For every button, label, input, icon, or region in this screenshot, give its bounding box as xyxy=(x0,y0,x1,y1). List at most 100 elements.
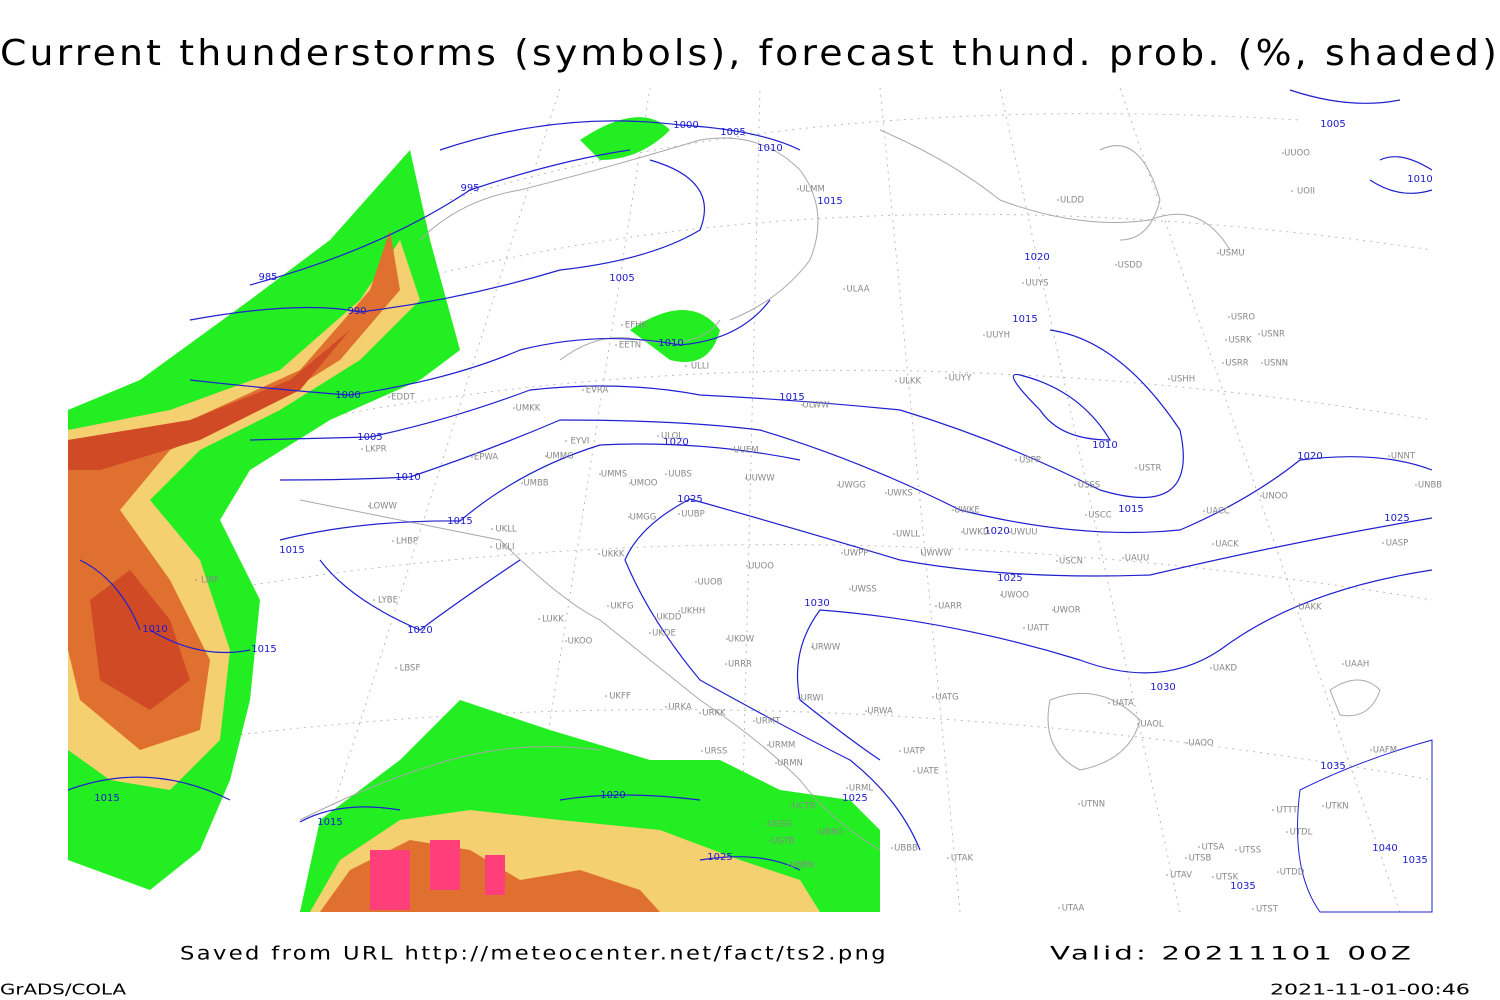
station-dot xyxy=(1052,609,1054,611)
station-label: USRK xyxy=(1228,336,1252,346)
station-label: UTSA xyxy=(1202,843,1225,853)
station-dot xyxy=(961,531,963,533)
station-dot xyxy=(582,389,584,391)
station-dot xyxy=(699,712,701,714)
station-dot xyxy=(899,750,901,752)
station-labels: EDDT EFHK EETN ULLI EVRA UMKK EYVI ULOL EPWA UMMG… xyxy=(195,149,1442,915)
station-dot xyxy=(1235,849,1237,851)
station-dot xyxy=(837,484,839,486)
station-dot xyxy=(1286,831,1288,833)
isobar-label: 1005 xyxy=(720,127,745,138)
isobar-label: 1025 xyxy=(1384,513,1409,524)
station-dot xyxy=(649,632,651,634)
station-dot xyxy=(952,509,954,511)
station-label: UAAH xyxy=(1345,660,1369,670)
station-dot xyxy=(1277,871,1279,873)
isobar-label: 1005 xyxy=(1320,119,1345,130)
station-dot xyxy=(1185,857,1187,859)
station-label: UASP xyxy=(1386,539,1409,549)
station-dot xyxy=(893,533,895,535)
station-label: ULDD xyxy=(1060,196,1085,206)
station-dot xyxy=(797,188,799,190)
station-dot xyxy=(361,448,363,450)
source-url: Saved from URL http://meteocenter.net/fa… xyxy=(180,943,888,965)
station-dot xyxy=(1135,467,1137,469)
station-dot xyxy=(1258,333,1260,335)
station-dot xyxy=(1198,846,1200,848)
station-dot xyxy=(753,720,755,722)
station-dot xyxy=(1022,282,1024,284)
station-dot xyxy=(685,365,687,367)
station-label: UCTB xyxy=(792,802,815,812)
probability-shading xyxy=(68,117,1433,913)
station-dot xyxy=(1009,531,1011,533)
station-dot xyxy=(1115,264,1117,266)
isobar-label: 1030 xyxy=(804,598,829,609)
station-label: UOII xyxy=(1297,187,1315,197)
station-label: USHH xyxy=(1171,375,1195,385)
station-label: UWSS xyxy=(851,585,876,595)
station-dot xyxy=(388,396,390,398)
station-dot xyxy=(607,605,609,607)
isobar-label: 985 xyxy=(258,272,277,283)
station-dot xyxy=(598,553,600,555)
station-dot xyxy=(373,599,375,601)
station-label: UBBG xyxy=(819,828,843,838)
station-dot xyxy=(1210,667,1212,669)
isobar-label: 1010 xyxy=(658,338,683,349)
station-label: UKOW xyxy=(728,635,755,645)
graticule xyxy=(67,87,1433,913)
station-label: UKDE xyxy=(652,629,676,639)
station-label: USSS xyxy=(1078,481,1100,491)
isobar-label: 1035 xyxy=(1402,855,1427,866)
station-dot xyxy=(1217,252,1219,254)
isobars xyxy=(67,89,1433,871)
station-label: ULLI xyxy=(691,362,709,372)
station-dot xyxy=(932,696,934,698)
station-label: UWKE xyxy=(954,506,980,516)
station-label: UKDD xyxy=(657,613,682,623)
station-dot xyxy=(1186,742,1188,744)
isobar-label: 1040 xyxy=(1372,843,1397,854)
station-label: LHBP xyxy=(396,537,418,547)
station-dot xyxy=(801,404,803,406)
station-dot xyxy=(490,546,492,548)
station-dot xyxy=(1057,199,1059,201)
station-dot xyxy=(947,857,949,859)
station-label: URMN xyxy=(777,759,803,769)
station-dot xyxy=(368,505,370,507)
station-label: URSS xyxy=(705,747,728,757)
isobar-label: 1015 xyxy=(447,516,472,527)
station-label: UATA xyxy=(1112,699,1134,709)
station-dot xyxy=(657,435,659,437)
station-dot xyxy=(983,334,985,336)
station-label: ULOL xyxy=(661,432,683,442)
station-label: UTAK xyxy=(951,854,974,864)
station-label: UTDD xyxy=(1280,868,1305,878)
station-label: UTKN xyxy=(1325,802,1348,812)
station-label: UWKS xyxy=(887,489,913,499)
isobar-label: 1020 xyxy=(600,790,625,801)
station-label: UAUU xyxy=(1125,554,1149,564)
station-dot xyxy=(599,473,601,475)
station-label: UAFM xyxy=(1373,746,1397,756)
valid-time: Valid: 20211101 00Z xyxy=(1050,943,1414,965)
station-label: UMBB xyxy=(523,479,548,489)
station-label: USCN xyxy=(1059,557,1083,567)
station-dot xyxy=(1272,809,1274,811)
station-dot xyxy=(1282,152,1284,154)
station-label: LUKK xyxy=(542,615,564,625)
station-label: UUBP xyxy=(681,510,704,520)
station-label: UATT xyxy=(1027,624,1049,634)
station-dot xyxy=(1382,542,1384,544)
station-dot xyxy=(621,324,623,326)
station-label: USNR xyxy=(1261,330,1285,340)
station-dot xyxy=(921,552,923,554)
station-dot xyxy=(1212,876,1214,878)
station-dot xyxy=(816,831,818,833)
station-dot xyxy=(565,440,567,442)
station-label: UARR xyxy=(938,602,962,612)
station-dot xyxy=(1085,514,1087,516)
station-dot xyxy=(471,456,473,458)
station-dot xyxy=(789,805,791,807)
